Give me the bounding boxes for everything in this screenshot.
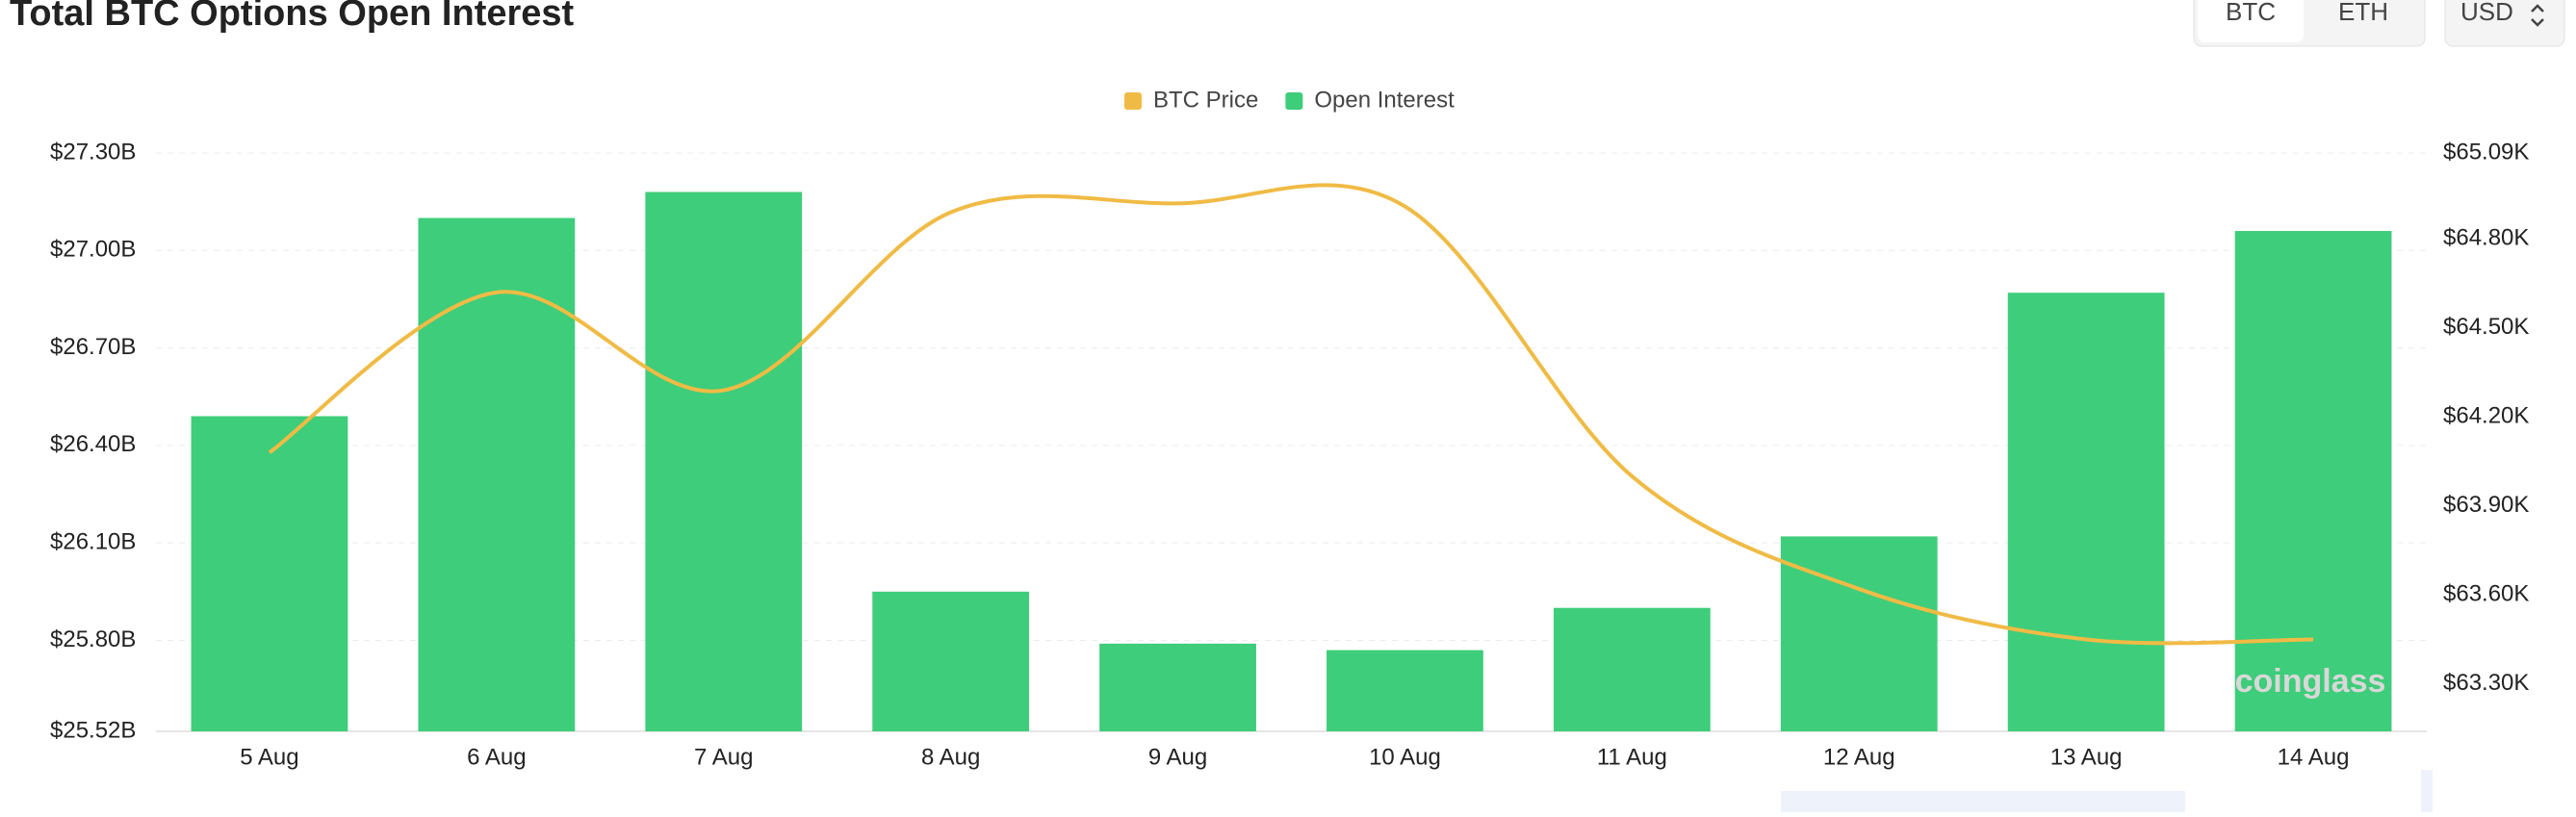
select-arrow: [2531, 4, 2544, 27]
y-tick-label: $26.70B: [50, 334, 136, 360]
x-tick-label: 6 Aug: [467, 744, 526, 770]
x-tick-label: 5 Aug: [240, 744, 298, 770]
x-tick-label: 7 Aug: [694, 744, 753, 770]
legend-swatch: [1285, 92, 1303, 110]
chart-title: Total BTC Options Open Interest: [10, 0, 575, 34]
tab[interactable]: ETH: [2338, 0, 2388, 26]
x-tick-label: 9 Aug: [1148, 744, 1207, 770]
bar: [645, 191, 803, 732]
y-tick-label: $25.80B: [50, 626, 136, 652]
x-tick-label: 14 Aug: [2278, 744, 2350, 770]
bar: [1553, 607, 1711, 731]
y2-tick-label: $64.50K: [2443, 314, 2529, 340]
price-line: [268, 183, 2314, 646]
bar: [1327, 650, 1483, 731]
y2-tick-label: $64.20K: [2443, 403, 2529, 429]
y2-tick-label: $64.80K: [2443, 225, 2529, 251]
minimap-handle[interactable]: [2421, 770, 2433, 812]
bar: [1780, 536, 1938, 731]
y2-tick-label: $63.30K: [2443, 670, 2529, 696]
y-tick-label: $25.52B: [50, 717, 136, 743]
legend-label: BTC Price: [1153, 87, 1258, 113]
minimap[interactable]: [1781, 791, 2185, 812]
y-tick-label: $26.40B: [50, 431, 136, 457]
x-tick-label: 13 Aug: [2050, 744, 2123, 770]
currency-select[interactable]: [2444, 0, 2565, 47]
legend-label: Open Interest: [1314, 87, 1455, 113]
y-tick-label: $27.00B: [50, 237, 136, 263]
legend-swatch: [1124, 92, 1142, 110]
bar: [1099, 643, 1256, 731]
x-tick-label: 8 Aug: [921, 744, 980, 770]
x-tick-label: 11 Aug: [1597, 744, 1667, 770]
y2-tick-label: $63.90K: [2443, 492, 2529, 518]
x-tick-label: 12 Aug: [1823, 744, 1895, 770]
x-tick-label: 10 Aug: [1369, 744, 1441, 770]
y-tick-label: $26.10B: [50, 529, 136, 555]
y2-tick-label: $65.09K: [2443, 139, 2529, 165]
watermark: coinglass: [2235, 663, 2386, 700]
bar: [872, 591, 1030, 731]
tab[interactable]: BTC: [2226, 0, 2276, 26]
tab-active[interactable]: [2198, 0, 2304, 42]
bar: [2234, 231, 2392, 732]
currency[interactable]: USD: [2460, 0, 2513, 26]
bar: [191, 416, 348, 731]
bar: [418, 217, 576, 732]
y2-tick-label: $63.60K: [2443, 581, 2529, 607]
bar: [2007, 293, 2165, 731]
y-tick-label: $27.30B: [50, 139, 136, 165]
